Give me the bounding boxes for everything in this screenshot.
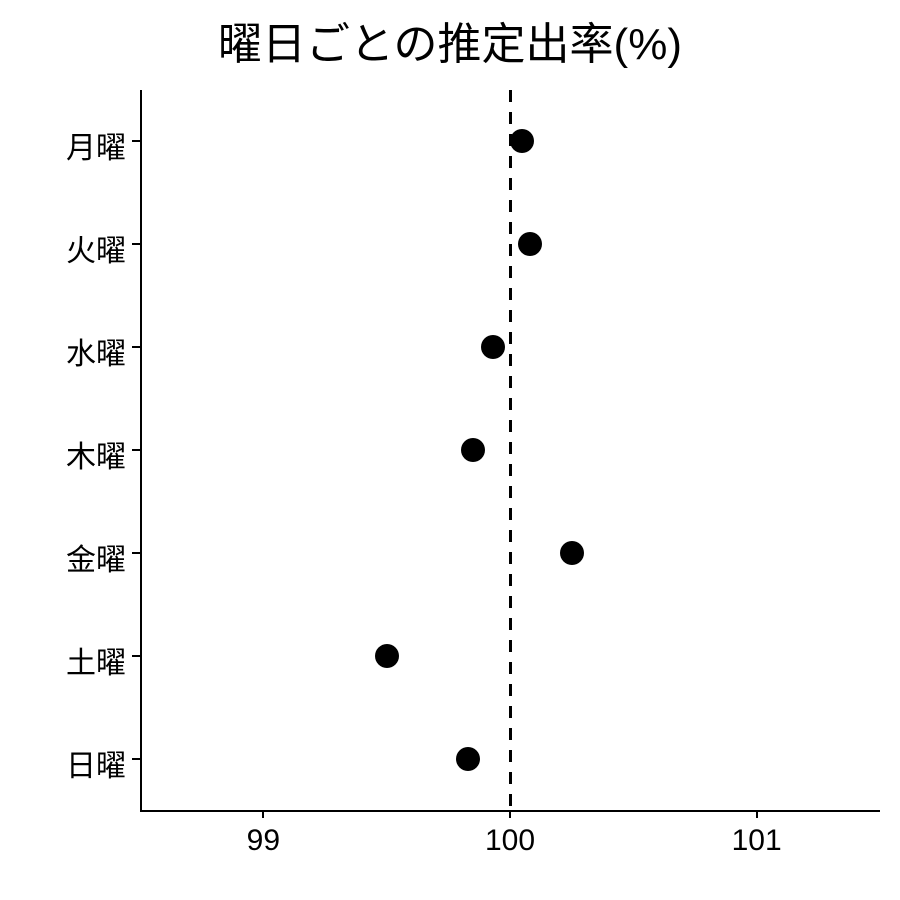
reference-line-dash bbox=[509, 376, 512, 388]
reference-line-dash bbox=[509, 310, 512, 322]
y-tick-label: 金曜 bbox=[66, 535, 126, 579]
y-tick-mark bbox=[132, 655, 140, 657]
x-tick-mark bbox=[756, 810, 758, 818]
reference-line-dash bbox=[509, 200, 512, 212]
chart-container: 曜日ごとの推定出率(%) 月曜火曜水曜木曜金曜土曜日曜 99 100 101 bbox=[0, 0, 900, 900]
reference-line-dash bbox=[509, 178, 512, 190]
x-tick-label: 101 bbox=[717, 824, 797, 858]
reference-line-dash bbox=[509, 574, 512, 586]
reference-line-dash bbox=[509, 728, 512, 740]
reference-line-dash bbox=[509, 156, 512, 168]
data-point bbox=[560, 541, 584, 565]
reference-line-dash bbox=[509, 222, 512, 234]
y-tick-mark bbox=[132, 346, 140, 348]
reference-line-dash bbox=[509, 596, 512, 608]
data-point bbox=[481, 335, 505, 359]
y-tick-label: 月曜 bbox=[66, 123, 126, 167]
reference-line-dash bbox=[509, 530, 512, 542]
reference-line-dash bbox=[509, 662, 512, 674]
reference-line-dash bbox=[509, 90, 512, 102]
reference-line-dash bbox=[509, 420, 512, 432]
y-tick-label: 水曜 bbox=[66, 329, 126, 373]
reference-line-dash bbox=[509, 332, 512, 344]
data-point bbox=[510, 129, 534, 153]
reference-line-dash bbox=[509, 486, 512, 498]
reference-line-dash bbox=[509, 464, 512, 476]
reference-line-dash bbox=[509, 552, 512, 564]
chart-title: 曜日ごとの推定出率(%) bbox=[0, 8, 900, 72]
reference-line-dash bbox=[509, 640, 512, 652]
data-point bbox=[375, 644, 399, 668]
y-tick-label: 木曜 bbox=[66, 432, 126, 476]
x-tick-label: 100 bbox=[470, 824, 550, 858]
x-tick-label: 99 bbox=[223, 824, 303, 858]
reference-line-dash bbox=[509, 794, 512, 806]
reference-line-dash bbox=[509, 750, 512, 762]
reference-line-dash bbox=[509, 706, 512, 718]
data-point bbox=[456, 747, 480, 771]
reference-line-dash bbox=[509, 618, 512, 630]
reference-line-dash bbox=[509, 288, 512, 300]
y-tick-mark bbox=[132, 449, 140, 451]
reference-line-dash bbox=[509, 244, 512, 256]
y-axis-line bbox=[140, 90, 142, 810]
y-tick-label: 土曜 bbox=[66, 638, 126, 682]
x-tick-mark bbox=[262, 810, 264, 818]
reference-line-dash bbox=[509, 684, 512, 696]
x-tick-mark bbox=[509, 810, 511, 818]
y-tick-mark bbox=[132, 758, 140, 760]
y-tick-mark bbox=[132, 140, 140, 142]
y-tick-label: 火曜 bbox=[66, 226, 126, 270]
data-point bbox=[518, 232, 542, 256]
reference-line-dash bbox=[509, 266, 512, 278]
reference-line-dash bbox=[509, 354, 512, 366]
y-tick-mark bbox=[132, 243, 140, 245]
reference-line-dash bbox=[509, 112, 512, 124]
reference-line-dash bbox=[509, 772, 512, 784]
y-tick-mark bbox=[132, 552, 140, 554]
data-point bbox=[461, 438, 485, 462]
reference-line-dash bbox=[509, 508, 512, 520]
y-tick-label: 日曜 bbox=[66, 741, 126, 785]
reference-line-dash bbox=[509, 442, 512, 454]
reference-line-dash bbox=[509, 398, 512, 410]
